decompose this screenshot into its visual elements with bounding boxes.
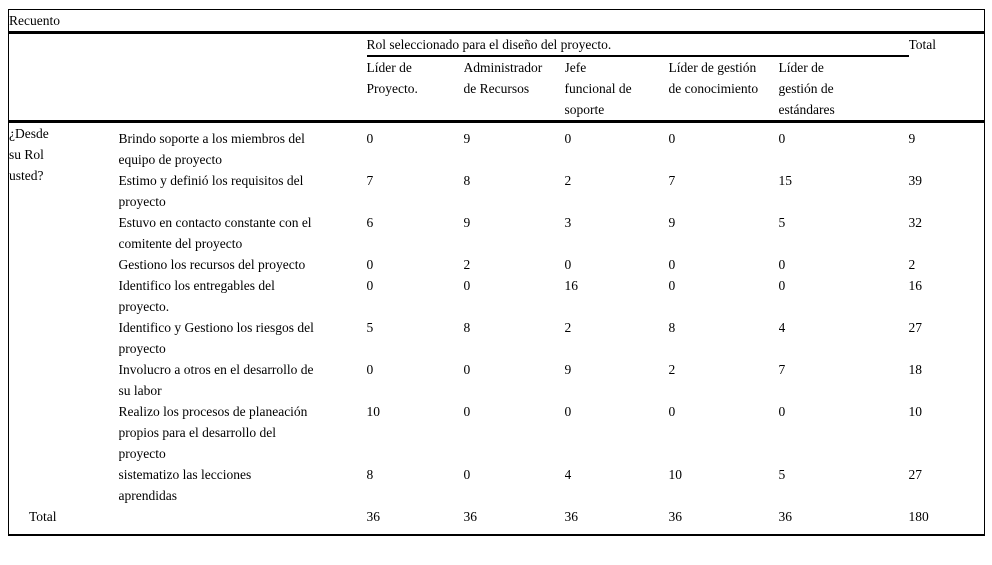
count-cell: 7: [366, 173, 374, 188]
column-header-lider-proyecto: Líder de Proyecto.: [366, 56, 464, 123]
count-cell: 0: [463, 278, 471, 293]
count-cell: 0: [778, 404, 786, 419]
count-cell: 8: [463, 173, 471, 188]
row-total-cell: 27: [908, 320, 923, 335]
crosstab-table: Recuento Rol seleccionado para el diseño…: [8, 9, 986, 536]
column-header-lider-estandares: Líder de gestión de estándares: [778, 56, 909, 123]
count-cell: 9: [668, 215, 676, 230]
row-label: Identifico los entregables del proyecto.: [118, 278, 275, 314]
column-header-jefe-funcional: Jefe funcional de soporte: [564, 56, 669, 123]
row-label: Gestiono los recursos del proyecto: [118, 257, 306, 272]
count-cell: 2: [463, 257, 471, 272]
row-label: Identifico y Gestiono los riesgos del pr…: [118, 320, 314, 356]
count-cell: 9: [564, 362, 572, 377]
row-total-cell: 27: [908, 467, 923, 482]
table-row: sistematizo las lecciones aprendidas 8 0…: [9, 464, 985, 506]
count-cell: 0: [463, 404, 471, 419]
table-row: Gestiono los recursos del proyecto 0 2 0…: [9, 254, 985, 275]
row-label: Involucro a otros en el desarrollo de su…: [118, 362, 314, 398]
column-header-administrador-recursos: Administrador de Recursos: [463, 56, 565, 123]
count-cell: 0: [668, 131, 676, 146]
count-cell: 0: [668, 278, 676, 293]
count-cell: 9: [463, 131, 471, 146]
caption-row: Recuento: [8, 9, 985, 34]
count-cell: 0: [778, 257, 786, 272]
grand-total-cell: 180: [908, 509, 929, 524]
count-cell: 0: [668, 404, 676, 419]
count-cell: 7: [668, 173, 676, 188]
row-total-cell: 16: [908, 278, 923, 293]
total-row-label: Total: [29, 509, 57, 524]
row-group-header: ¿Desde su Rol usted?: [9, 126, 49, 183]
total-row: Total 36 36 36 36 36 180: [9, 506, 985, 535]
table-row: Identifico y Gestiono los riesgos del pr…: [9, 317, 985, 359]
table-row: Identifico los entregables del proyecto.…: [9, 275, 985, 317]
count-cell: 5: [778, 467, 786, 482]
count-cell: 10: [668, 467, 683, 482]
table-caption: Recuento: [8, 9, 985, 34]
count-cell: 0: [463, 467, 471, 482]
count-cell: 0: [463, 362, 471, 377]
count-cell: 15: [778, 173, 793, 188]
row-total-cell: 32: [908, 215, 923, 230]
count-cell: 6: [366, 215, 374, 230]
count-cell: 0: [564, 131, 572, 146]
count-cell: 16: [564, 278, 579, 293]
spanner-spacer: [9, 33, 367, 57]
column-total-cell: 36: [564, 509, 579, 524]
count-cell: 8: [668, 320, 676, 335]
count-cell: 5: [366, 320, 374, 335]
total-row-spacer: [119, 506, 367, 535]
count-cell: 0: [564, 404, 572, 419]
count-cell: 0: [366, 362, 374, 377]
count-cell: 7: [778, 362, 786, 377]
count-cell: 5: [778, 215, 786, 230]
spanner-row: Rol seleccionado para el diseño del proy…: [9, 32, 985, 123]
column-total-cell: 36: [463, 509, 478, 524]
row-label: Estuvo en contacto constante con el comi…: [118, 215, 312, 251]
column-header-spacer: [8, 56, 367, 123]
column-header-lider-conocimiento: Líder de gestión de conocimiento: [668, 56, 779, 123]
count-cell: 8: [366, 467, 374, 482]
row-label: Brindo soporte a los miembros del equipo…: [118, 131, 305, 167]
row-label: Estimo y definió los requisitos del proy…: [118, 173, 304, 209]
count-cell: 2: [564, 320, 572, 335]
count-cell: 4: [564, 467, 572, 482]
row-label: Realizo los procesos de planeación propi…: [118, 404, 308, 461]
row-total-cell: 9: [908, 131, 916, 146]
count-cell: 0: [668, 257, 676, 272]
count-cell: 3: [564, 215, 572, 230]
column-total-cell: 36: [778, 509, 793, 524]
row-total-cell: 18: [908, 362, 923, 377]
row-total-cell: 2: [908, 257, 916, 272]
table-row: Involucro a otros en el desarrollo de su…: [9, 359, 985, 401]
count-cell: 2: [564, 173, 572, 188]
column-group-header: Rol seleccionado para el diseño del proy…: [366, 32, 909, 57]
count-cell: 4: [778, 320, 786, 335]
count-cell: 10: [366, 404, 381, 419]
count-cell: 9: [463, 215, 471, 230]
column-header-row: Líder de Proyecto. Administrador de Recu…: [8, 56, 985, 123]
count-cell: 0: [778, 278, 786, 293]
count-cell: 2: [668, 362, 676, 377]
column-total-cell: 36: [668, 509, 683, 524]
row-label: sistematizo las lecciones aprendidas: [118, 467, 252, 503]
table-row: ¿Desde su Rol usted? Brindo soporte a lo…: [9, 122, 985, 183]
count-cell: 0: [778, 131, 786, 146]
table-row: Estimo y definió los requisitos del proy…: [9, 170, 985, 212]
column-total-cell: 36: [366, 509, 381, 524]
count-cell: 0: [564, 257, 572, 272]
count-cell: 0: [366, 278, 374, 293]
table-row: Estuvo en contacto constante con el comi…: [9, 212, 985, 254]
count-cell: 8: [463, 320, 471, 335]
row-total-cell: 39: [908, 173, 923, 188]
count-cell: 0: [366, 257, 374, 272]
count-cell: 0: [366, 131, 374, 146]
table-row: Realizo los procesos de planeación propi…: [9, 401, 985, 464]
total-column-header: Total: [908, 32, 985, 123]
row-total-cell: 10: [908, 404, 923, 419]
